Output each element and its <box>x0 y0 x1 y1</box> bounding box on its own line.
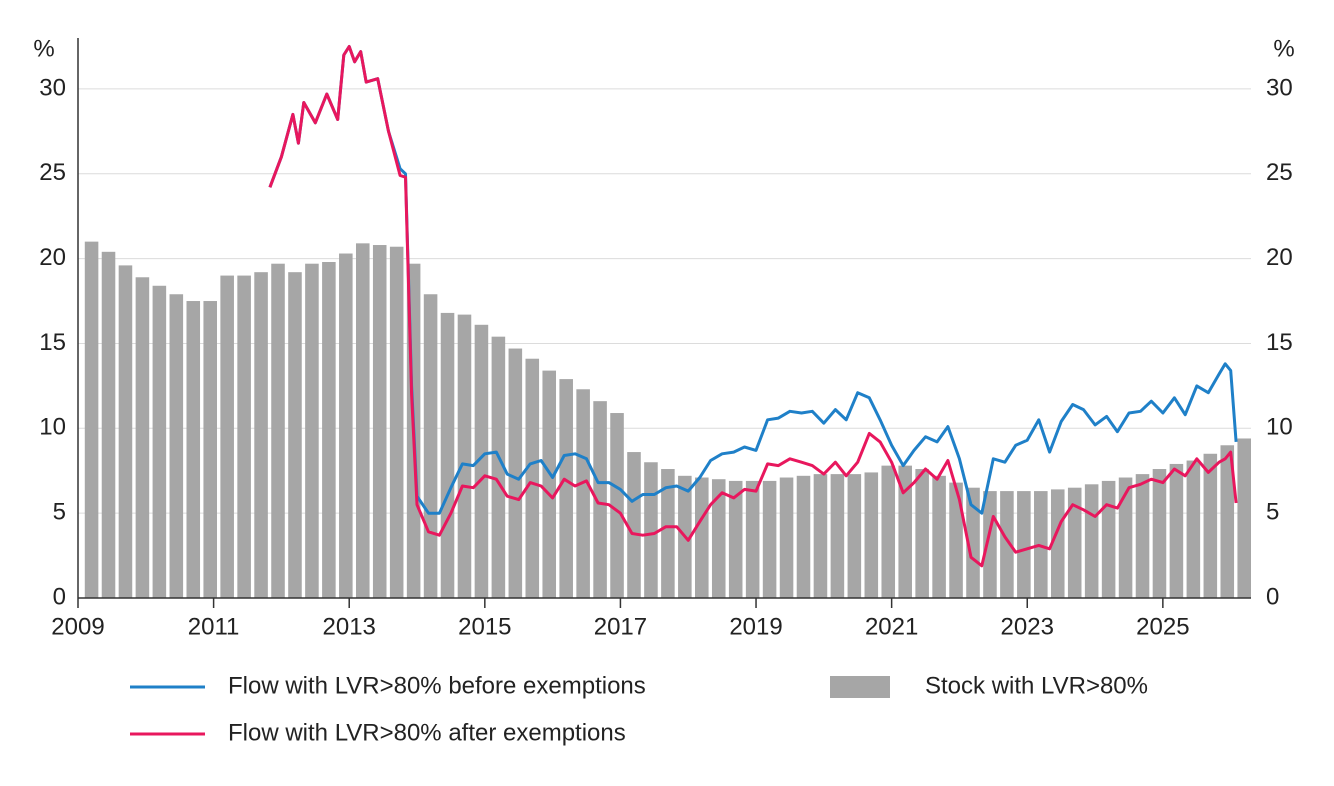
bar <box>220 275 234 598</box>
bar <box>661 469 675 598</box>
legend-label: Stock with LVR>80% <box>925 672 1148 699</box>
y2-tick-label: 0 <box>1266 583 1279 610</box>
x-tick-label: 2015 <box>458 613 511 640</box>
bar <box>203 301 217 598</box>
bar <box>440 312 455 598</box>
x-tick-label: 2013 <box>323 613 376 640</box>
bar <box>627 452 641 598</box>
y2-tick-label: 5 <box>1266 498 1279 525</box>
bar <box>508 348 523 598</box>
y-tick-label: 15 <box>39 329 66 356</box>
bar <box>1118 477 1133 598</box>
bar <box>1050 489 1065 598</box>
y-tick-label: 5 <box>53 498 66 525</box>
bar <box>84 241 99 599</box>
y-tick-label: 25 <box>39 159 66 186</box>
x-tick-label: 2025 <box>1136 613 1189 640</box>
x-tick-label: 2023 <box>1001 613 1054 640</box>
bar <box>339 253 353 599</box>
bar <box>135 277 150 598</box>
bar <box>983 491 997 598</box>
y2-tick-label: 25 <box>1266 159 1293 186</box>
y-unit-label: % <box>33 35 54 62</box>
bar <box>932 475 946 598</box>
bar <box>593 401 607 598</box>
bar <box>610 413 624 598</box>
y2-tick-label: 10 <box>1266 414 1293 441</box>
line <box>268 45 1238 568</box>
y2-tick-label: 20 <box>1266 244 1293 271</box>
bar <box>186 301 201 598</box>
line <box>268 45 1238 515</box>
bar <box>915 469 929 598</box>
y-tick-label: 10 <box>39 414 66 441</box>
bar <box>389 246 404 598</box>
bar <box>864 472 879 598</box>
bar <box>898 465 912 598</box>
bar <box>1169 463 1184 598</box>
legend-swatch <box>830 676 890 698</box>
x-tick-label: 2017 <box>594 613 647 640</box>
bar <box>830 474 845 598</box>
bar <box>1135 474 1150 598</box>
bar <box>847 474 862 598</box>
bar <box>1084 484 1099 598</box>
bar <box>796 475 811 598</box>
bar <box>813 474 828 598</box>
y-tick-label: 0 <box>53 583 66 610</box>
bar <box>542 370 557 598</box>
bar <box>644 462 658 598</box>
x-tick-label: 2011 <box>188 613 240 640</box>
bar <box>237 275 251 598</box>
bar <box>949 482 963 598</box>
bar <box>474 324 489 598</box>
bar <box>1220 445 1235 598</box>
x-tick-label: 2021 <box>865 613 918 640</box>
y-tick-label: 20 <box>39 244 66 271</box>
bar <box>559 379 573 598</box>
bar <box>525 358 540 598</box>
bar <box>881 465 896 598</box>
y-tick-label: 30 <box>39 74 66 101</box>
bar <box>966 487 980 598</box>
x-tick-label: 2019 <box>729 613 782 640</box>
legend-label: Flow with LVR>80% before exemptions <box>228 672 646 699</box>
bar <box>1203 453 1218 598</box>
bar <box>728 480 743 598</box>
bar <box>491 336 506 598</box>
bar <box>1067 487 1082 598</box>
bar <box>355 243 370 599</box>
bar <box>779 477 794 598</box>
y2-tick-label: 30 <box>1266 74 1293 101</box>
bar <box>1101 480 1116 598</box>
bar <box>576 389 590 598</box>
bar <box>101 251 116 598</box>
bar <box>1237 438 1251 598</box>
bar <box>695 477 709 598</box>
bar <box>745 480 760 598</box>
legend-label: Flow with LVR>80% after exemptions <box>228 719 626 746</box>
bar <box>1186 460 1201 598</box>
bar <box>762 480 777 598</box>
bar <box>305 263 319 598</box>
bar <box>372 245 387 598</box>
bar <box>711 479 726 598</box>
bar <box>457 314 472 598</box>
bar <box>288 272 302 598</box>
bar <box>1017 491 1031 598</box>
bar <box>152 285 167 598</box>
bar <box>254 272 268 598</box>
bar <box>423 294 438 598</box>
bar <box>118 265 133 598</box>
bar <box>322 262 336 598</box>
y2-tick-label: 15 <box>1266 329 1293 356</box>
bar <box>271 263 285 598</box>
bar <box>169 294 184 598</box>
y2-unit-label: % <box>1273 35 1294 62</box>
x-tick-label: 2009 <box>51 613 104 640</box>
bar <box>1000 491 1014 598</box>
bar <box>1152 469 1167 598</box>
